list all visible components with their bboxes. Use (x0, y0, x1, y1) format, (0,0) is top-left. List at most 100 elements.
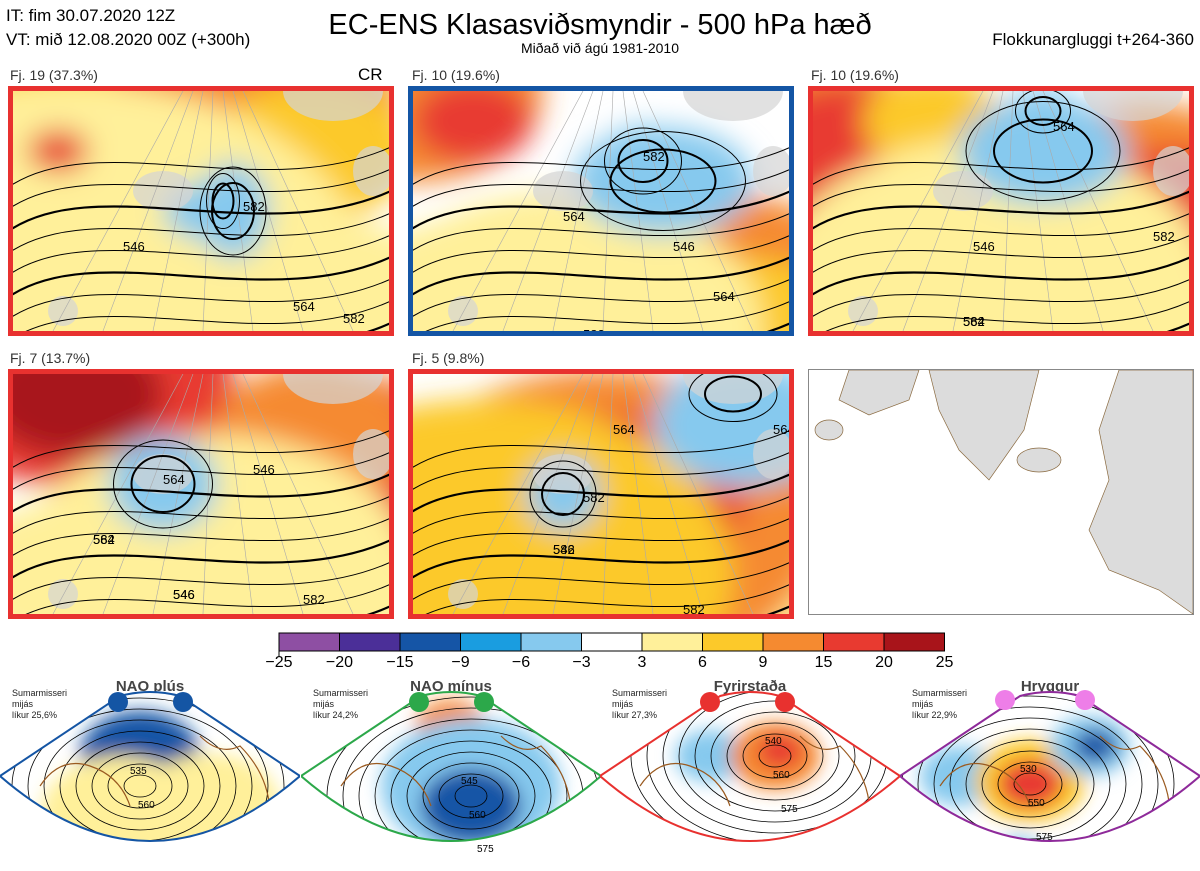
colorbar-swatch (702, 632, 764, 652)
colorbar-swatch (762, 632, 824, 652)
colorbar-tick: −25 (265, 654, 293, 671)
colorbar-swatch (399, 632, 461, 652)
regime-center-dot (700, 692, 720, 712)
contour-label: 564 (963, 314, 985, 329)
cluster-map-1: 5645465645825820 (8, 86, 394, 336)
regime-contour-label: 550 (1028, 798, 1045, 809)
regime-center-dot (108, 692, 128, 712)
land-mass (683, 91, 783, 121)
contour-label: 582 (963, 314, 985, 329)
regime-name: NAO mínus (410, 678, 492, 695)
iceland-shape (1016, 447, 1062, 473)
contour-label: 582 (1153, 229, 1175, 244)
contour-label: 582 (243, 199, 265, 214)
coastline (639, 735, 871, 817)
contour-label: 582 (93, 532, 115, 547)
contour-label: 582 (343, 311, 365, 326)
land-mass (448, 579, 478, 609)
contour-label: 546 (123, 239, 145, 254)
land-mass (753, 429, 789, 479)
page-subtitle: Miðað við ágú 1981-2010 (520, 40, 679, 56)
contour-label: 564 (773, 422, 789, 437)
land-mass (933, 171, 993, 211)
regime-info: Sumarmisseri mijás líkur 22,9% (912, 688, 968, 720)
regime-name: Hryggur (1020, 678, 1080, 695)
coastline (39, 735, 271, 817)
colorbar-swatch (581, 632, 643, 652)
empty-map-panel (808, 369, 1194, 615)
regime-anomaly-blob (675, 729, 745, 783)
land-mass (448, 296, 478, 326)
land-mass (1083, 91, 1183, 121)
panel-5-label: Fj. 5 (9.8%) (412, 350, 485, 366)
regime-info: Sumarmisseri mijás líkur 27,3% (612, 688, 668, 720)
land-mass (133, 171, 193, 211)
land-mass (683, 374, 783, 404)
contour-label: 564 (713, 289, 735, 304)
panel-1-tag: CR (358, 65, 383, 84)
colorbar-tick: −20 (325, 654, 354, 671)
regime-name: NAO plús (115, 678, 185, 695)
colorbar-tick: 25 (935, 654, 954, 671)
regime-frame (0, 691, 300, 842)
page-title: EC-ENS Klasasviðsmyndir - 500 hPa hæð (328, 9, 872, 41)
regime-info: Sumarmisseri mijás líkur 25,6% (12, 688, 68, 720)
colorbar-tick: −9 (451, 654, 470, 671)
colorbar-tick: 20 (875, 654, 893, 671)
contour-label: 582 (303, 592, 325, 607)
regime-contour-label: 560 (469, 810, 486, 821)
regime-contour-label: 575 (1036, 832, 1053, 843)
land-mass (283, 374, 383, 404)
regime-contour-label: 530 (1020, 764, 1037, 775)
land-shape (838, 370, 920, 416)
colorbar-tick: 3 (637, 654, 647, 671)
regime-anomaly-blob (421, 768, 521, 841)
regime-name: Fyrirstaða (713, 678, 787, 695)
colorbar-tick: 6 (698, 654, 707, 671)
contour-label: 582 (583, 327, 605, 331)
regime-blocking: Fyrirstaða Sumarmisseri mijás líkur 27,3% … (600, 676, 900, 871)
contour-label: 546 (173, 587, 195, 602)
colorbar-tick: 9 (758, 654, 768, 671)
regime-ridge: Hryggur Sumarmisseri mijás líkur 22,9% 530… (900, 676, 1200, 871)
regime-frame (600, 691, 900, 842)
land-mass (353, 146, 389, 196)
contour-label: 546 (673, 239, 695, 254)
colorbar-tick: −15 (386, 654, 414, 671)
land-mass (48, 579, 78, 609)
regime-center-dot (995, 690, 1015, 710)
regime-contour-label: 575 (477, 844, 494, 855)
classification-window-text: Flokkunargluggi t+264-360 (992, 30, 1194, 49)
contour-label: 582 (643, 149, 665, 164)
land-mass (848, 296, 878, 326)
contour-label: 582 (683, 602, 705, 614)
contour-label: 546 (973, 239, 995, 254)
regime-anomaly-blob (1073, 729, 1117, 763)
regime-anomaly-blob (998, 760, 1062, 808)
land-mass (283, 91, 383, 121)
initial-time-text: IT: fim 30.07.2020 12Z (6, 6, 176, 25)
regime-nao-plus: NAO plús Sumarmisseri mijás líkur 25,6% 53… (0, 676, 300, 871)
regime-contour-label: 535 (130, 766, 147, 777)
contour-label: 564 (293, 299, 315, 314)
contour-label: 564 (613, 422, 635, 437)
contour-label: 564 (93, 532, 115, 547)
regime-center-dot (775, 692, 795, 712)
anomaly-blob (13, 434, 389, 614)
anomaly-blob (28, 130, 88, 172)
contour-label: 564 (163, 472, 185, 487)
europe-shape (1088, 370, 1193, 614)
regime-frame (900, 691, 1200, 842)
contour-label: 546 (253, 462, 275, 477)
land-mass (48, 296, 78, 326)
contour-label: 564 (1053, 119, 1075, 134)
contour-label: 582 (553, 542, 575, 557)
colorbar-tick: −6 (511, 654, 531, 671)
regime-info: Sumarmisseri mijás líkur 24,2% (313, 688, 369, 720)
greenland-shape (928, 370, 1040, 481)
land-mass (353, 429, 389, 479)
regime-anomaly-blob (758, 734, 802, 768)
contour-label: 564 (563, 209, 585, 224)
coastline (939, 735, 1171, 817)
contour-label: 546 (173, 587, 195, 602)
